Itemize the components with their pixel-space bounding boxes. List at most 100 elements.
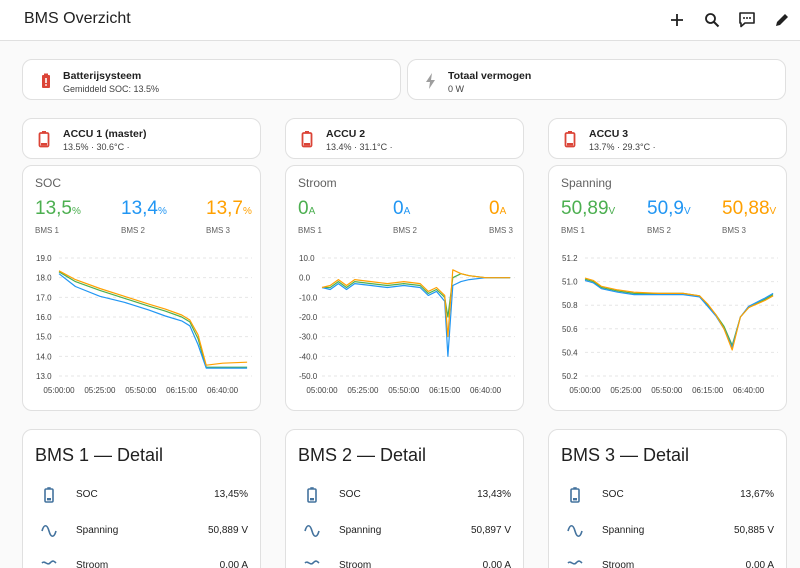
current-x-tick-label: 05:50:00 — [388, 386, 420, 395]
battery-system-soc: Gemiddeld SOC: 13.5% — [63, 84, 160, 94]
bms-3-soc-row[interactable]: SOC 13,67% — [549, 486, 786, 506]
current-y-tick-label: -10.0 — [299, 293, 318, 302]
voltage-line-chart[interactable]: 51.2 51.0 50.8 50.6 50.4 50.2 05:00:00 05:25:00… — [549, 246, 786, 396]
bms-1-current-value: 0,00 A — [219, 560, 248, 568]
soc-stat-bms3-value: 13,7 — [206, 198, 243, 219]
current-stat-bms2-label: BMS 2 — [393, 226, 418, 235]
bms-2-voltage-row[interactable]: Spanning 50,897 V — [286, 522, 523, 542]
current-stat-bms3-unit: A — [499, 206, 507, 217]
battery-system-card[interactable]: Batterijsysteem Gemiddeld SOC: 13.5% — [22, 59, 401, 100]
bms-3-voltage-row[interactable]: Spanning 50,885 V — [549, 522, 786, 542]
soc-stat-bms3-label: BMS 3 — [206, 226, 231, 235]
bms-1-soc-value: 13,45% — [214, 489, 248, 500]
current-series-bms1[interactable] — [322, 273, 511, 318]
current-x-tick-label: 06:40:00 — [470, 386, 502, 395]
battery-icon — [564, 131, 576, 148]
assist-button[interactable] — [735, 8, 759, 32]
voltage-x-tick-label: 06:15:00 — [692, 386, 724, 395]
bms-2-current-value: 0,00 A — [482, 560, 511, 568]
search-button[interactable] — [700, 8, 724, 32]
soc-series-bms1[interactable] — [58, 271, 248, 368]
voltage-stat-bms3[interactable]: 50,88V BMS 3 — [722, 198, 777, 235]
soc-stat-bms2[interactable]: 13,4% BMS 2 — [121, 198, 167, 235]
current-y-tick-label: -30.0 — [299, 333, 318, 342]
soc-line-chart[interactable]: 19.0 18.0 17.0 16.0 15.0 14.0 13.0 05:00:00 05:2… — [23, 246, 260, 396]
edit-button[interactable] — [770, 8, 794, 32]
voltage-stat-bms3-unit: V — [769, 206, 777, 217]
accu-3-sub: 13.7% · 29.3°C · — [589, 142, 656, 152]
accu-3-card[interactable]: ACCU 3 13.7% · 29.3°C · — [548, 118, 787, 159]
soc-y-tick-label: 16.0 — [36, 313, 52, 322]
flash-icon — [426, 73, 435, 89]
current-y-tick-label: -40.0 — [299, 352, 318, 361]
voltage-stat-bms2-unit: V — [683, 206, 691, 217]
accu-1-card[interactable]: ACCU 1 (master) 13.5% · 30.6°C · — [22, 118, 261, 159]
soc-stat-bms3-unit: % — [242, 206, 252, 217]
soc-stat-bms1-label: BMS 1 — [35, 226, 60, 235]
bms-1-detail-card: BMS 1 — Detail SOC 13,45% Spanning 50,88… — [22, 429, 261, 568]
voltage-y-tick-label: 50.2 — [562, 372, 578, 381]
current-series-bms3[interactable] — [321, 269, 511, 338]
accu-2-card[interactable]: ACCU 2 13.4% · 31.1°C · — [285, 118, 524, 159]
total-power-value: 0 W — [448, 84, 465, 94]
current-stat-bms3[interactable]: 0A BMS 3 — [489, 198, 513, 235]
soc-x-tick-label: 05:25:00 — [84, 386, 116, 395]
soc-y-tick-label: 13.0 — [36, 372, 52, 381]
soc-y-tick-label: 15.0 — [36, 333, 52, 342]
current-line-chart[interactable]: 10.0 0.0 -10.0 -20.0 -30.0 -40.0 -50.0 05:00:00… — [286, 246, 523, 396]
voltage-series-bms3[interactable] — [584, 277, 774, 351]
current-stat-bms2[interactable]: 0A BMS 2 — [393, 198, 417, 235]
voltage-y-tick-label: 50.8 — [562, 301, 578, 310]
sine-wave-icon — [567, 524, 583, 538]
bms-3-soc-label: SOC — [602, 489, 624, 500]
current-icon — [304, 560, 320, 565]
bms-3-detail-card: BMS 3 — Detail SOC 13,67% Spanning 50,88… — [548, 429, 787, 568]
accu-1-name: ACCU 1 (master) — [63, 128, 147, 140]
current-stat-bms3-value: 0 — [489, 198, 500, 219]
voltage-stat-bms2-value: 50,9 — [647, 198, 684, 219]
current-stat-bms1-value: 0 — [298, 198, 309, 219]
voltage-y-tick-label: 50.6 — [562, 325, 578, 334]
bms-3-current-value: 0,00 A — [745, 560, 774, 568]
bms-1-voltage-value: 50,889 V — [207, 525, 248, 536]
voltage-stat-bms1-label: BMS 1 — [561, 226, 586, 235]
battery-icon — [38, 131, 50, 148]
current-icon — [567, 560, 583, 565]
current-y-tick-label: 0.0 — [299, 274, 311, 283]
assist-icon — [739, 12, 755, 28]
voltage-stat-bms1[interactable]: 50,89V BMS 1 — [561, 198, 615, 235]
soc-series-bms3[interactable] — [58, 270, 248, 366]
bms-1-current-row[interactable]: Stroom 0,00 A — [23, 557, 260, 568]
bms-2-soc-label: SOC — [339, 489, 361, 500]
current-y-tick-label: 10.0 — [299, 254, 315, 263]
soc-stat-bms3[interactable]: 13,7% BMS 3 — [206, 198, 252, 235]
bms-1-voltage-row[interactable]: Spanning 50,889 V — [23, 522, 260, 542]
bms-2-voltage-value: 50,897 V — [470, 525, 511, 536]
voltage-y-tick-label: 51.2 — [562, 254, 578, 263]
current-stat-bms1[interactable]: 0A BMS 1 — [298, 198, 322, 235]
soc-stat-bms1[interactable]: 13,5% BMS 1 — [35, 198, 81, 235]
current-stat-bms3-label: BMS 3 — [489, 226, 514, 235]
current-series-bms2[interactable] — [321, 277, 511, 357]
soc-y-tick-label: 19.0 — [36, 254, 52, 263]
voltage-stat-bms1-value: 50,89 — [561, 198, 609, 219]
bms-3-current-label: Stroom — [602, 560, 635, 568]
bms-1-soc-row[interactable]: SOC 13,45% — [23, 486, 260, 506]
voltage-stat-bms2[interactable]: 50,9V BMS 2 — [647, 198, 691, 235]
battery-outline-icon — [307, 487, 317, 503]
soc-stat-bms2-unit: % — [157, 206, 167, 217]
current-x-tick-label: 06:15:00 — [429, 386, 461, 395]
soc-stat-bms1-unit: % — [71, 206, 81, 217]
voltage-stat-bms3-value: 50,88 — [722, 198, 770, 219]
plus-icon — [671, 14, 683, 26]
soc-y-tick-label: 18.0 — [36, 274, 52, 283]
bms-3-soc-value: 13,67% — [740, 489, 774, 500]
add-button[interactable] — [665, 8, 689, 32]
bms-3-current-row[interactable]: Stroom 0,00 A — [549, 557, 786, 568]
total-power-card[interactable]: Totaal vermogen 0 W — [407, 59, 786, 100]
pencil-icon — [776, 14, 788, 26]
bms-2-soc-row[interactable]: SOC 13,43% — [286, 486, 523, 506]
soc-series-bms2[interactable] — [58, 273, 248, 369]
bms-2-current-row[interactable]: Stroom 0,00 A — [286, 557, 523, 568]
voltage-y-tick-label: 51.0 — [562, 278, 578, 287]
